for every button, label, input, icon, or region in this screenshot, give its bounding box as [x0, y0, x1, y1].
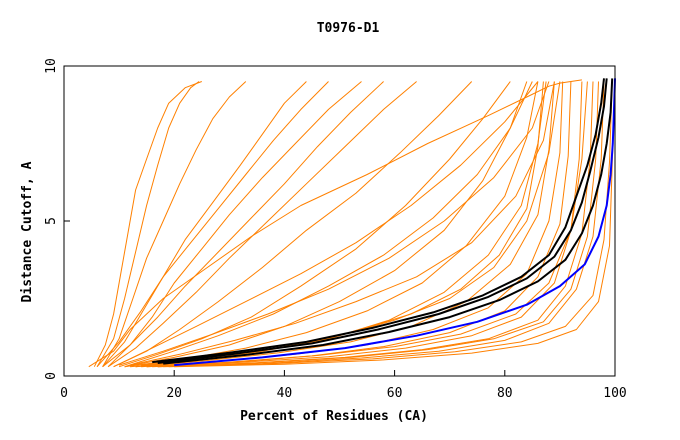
- series-line-black-30: [152, 78, 605, 364]
- series-line-orange-20: [141, 81, 544, 366]
- y-tick-label: 10: [44, 58, 59, 74]
- series-line-orange-5: [107, 81, 362, 368]
- series-line-orange-13: [141, 81, 564, 368]
- x-tick-label: 40: [277, 386, 293, 401]
- series-line-orange-8: [118, 81, 511, 368]
- series-line-black-31: [157, 78, 608, 364]
- series-line-orange-24: [135, 81, 561, 368]
- x-tick-label: 60: [387, 386, 403, 401]
- series-line-orange-22: [118, 81, 550, 366]
- series-line-orange-19: [174, 81, 616, 368]
- series-line-orange-12: [135, 81, 555, 368]
- y-axis-label: Distance Cutoff, A: [20, 161, 35, 302]
- plot-area: [88, 78, 616, 368]
- series-line-orange-4: [102, 81, 307, 368]
- x-tick-label: 20: [166, 386, 182, 401]
- chart-title: T0976-D1: [317, 21, 380, 36]
- series-line-orange-21: [129, 81, 555, 366]
- series-line-orange-7: [113, 81, 473, 368]
- series-line-orange-28: [102, 81, 384, 368]
- x-tick-label: 0: [60, 386, 68, 401]
- series-line-orange-1: [93, 81, 202, 367]
- x-tick-label: 100: [603, 386, 626, 401]
- x-axis-label: Percent of Residues (CA): [240, 409, 428, 424]
- series-line-orange-23: [113, 81, 539, 368]
- series-line-orange-6: [107, 81, 417, 368]
- series-line-blue-33: [174, 78, 616, 367]
- series-line-orange-26: [157, 81, 599, 368]
- series-line-orange-17: [163, 81, 605, 368]
- y-tick-label: 0: [44, 372, 59, 380]
- series-line-orange-25: [146, 81, 588, 368]
- series-line-orange-29: [96, 81, 329, 368]
- x-tick-label: 80: [497, 386, 513, 401]
- series-line-orange-27: [124, 81, 533, 368]
- series-line-orange-3: [102, 81, 247, 367]
- series-line-orange-15: [152, 81, 583, 368]
- axis-ticks: 0 20 40 60 80 100 0 5 10: [44, 58, 627, 401]
- y-tick-label: 5: [44, 217, 59, 225]
- series-line-black-32: [163, 78, 614, 365]
- series-line-orange-2: [96, 81, 200, 367]
- series-line-orange-0: [88, 79, 582, 368]
- series-line-orange-9: [124, 81, 528, 368]
